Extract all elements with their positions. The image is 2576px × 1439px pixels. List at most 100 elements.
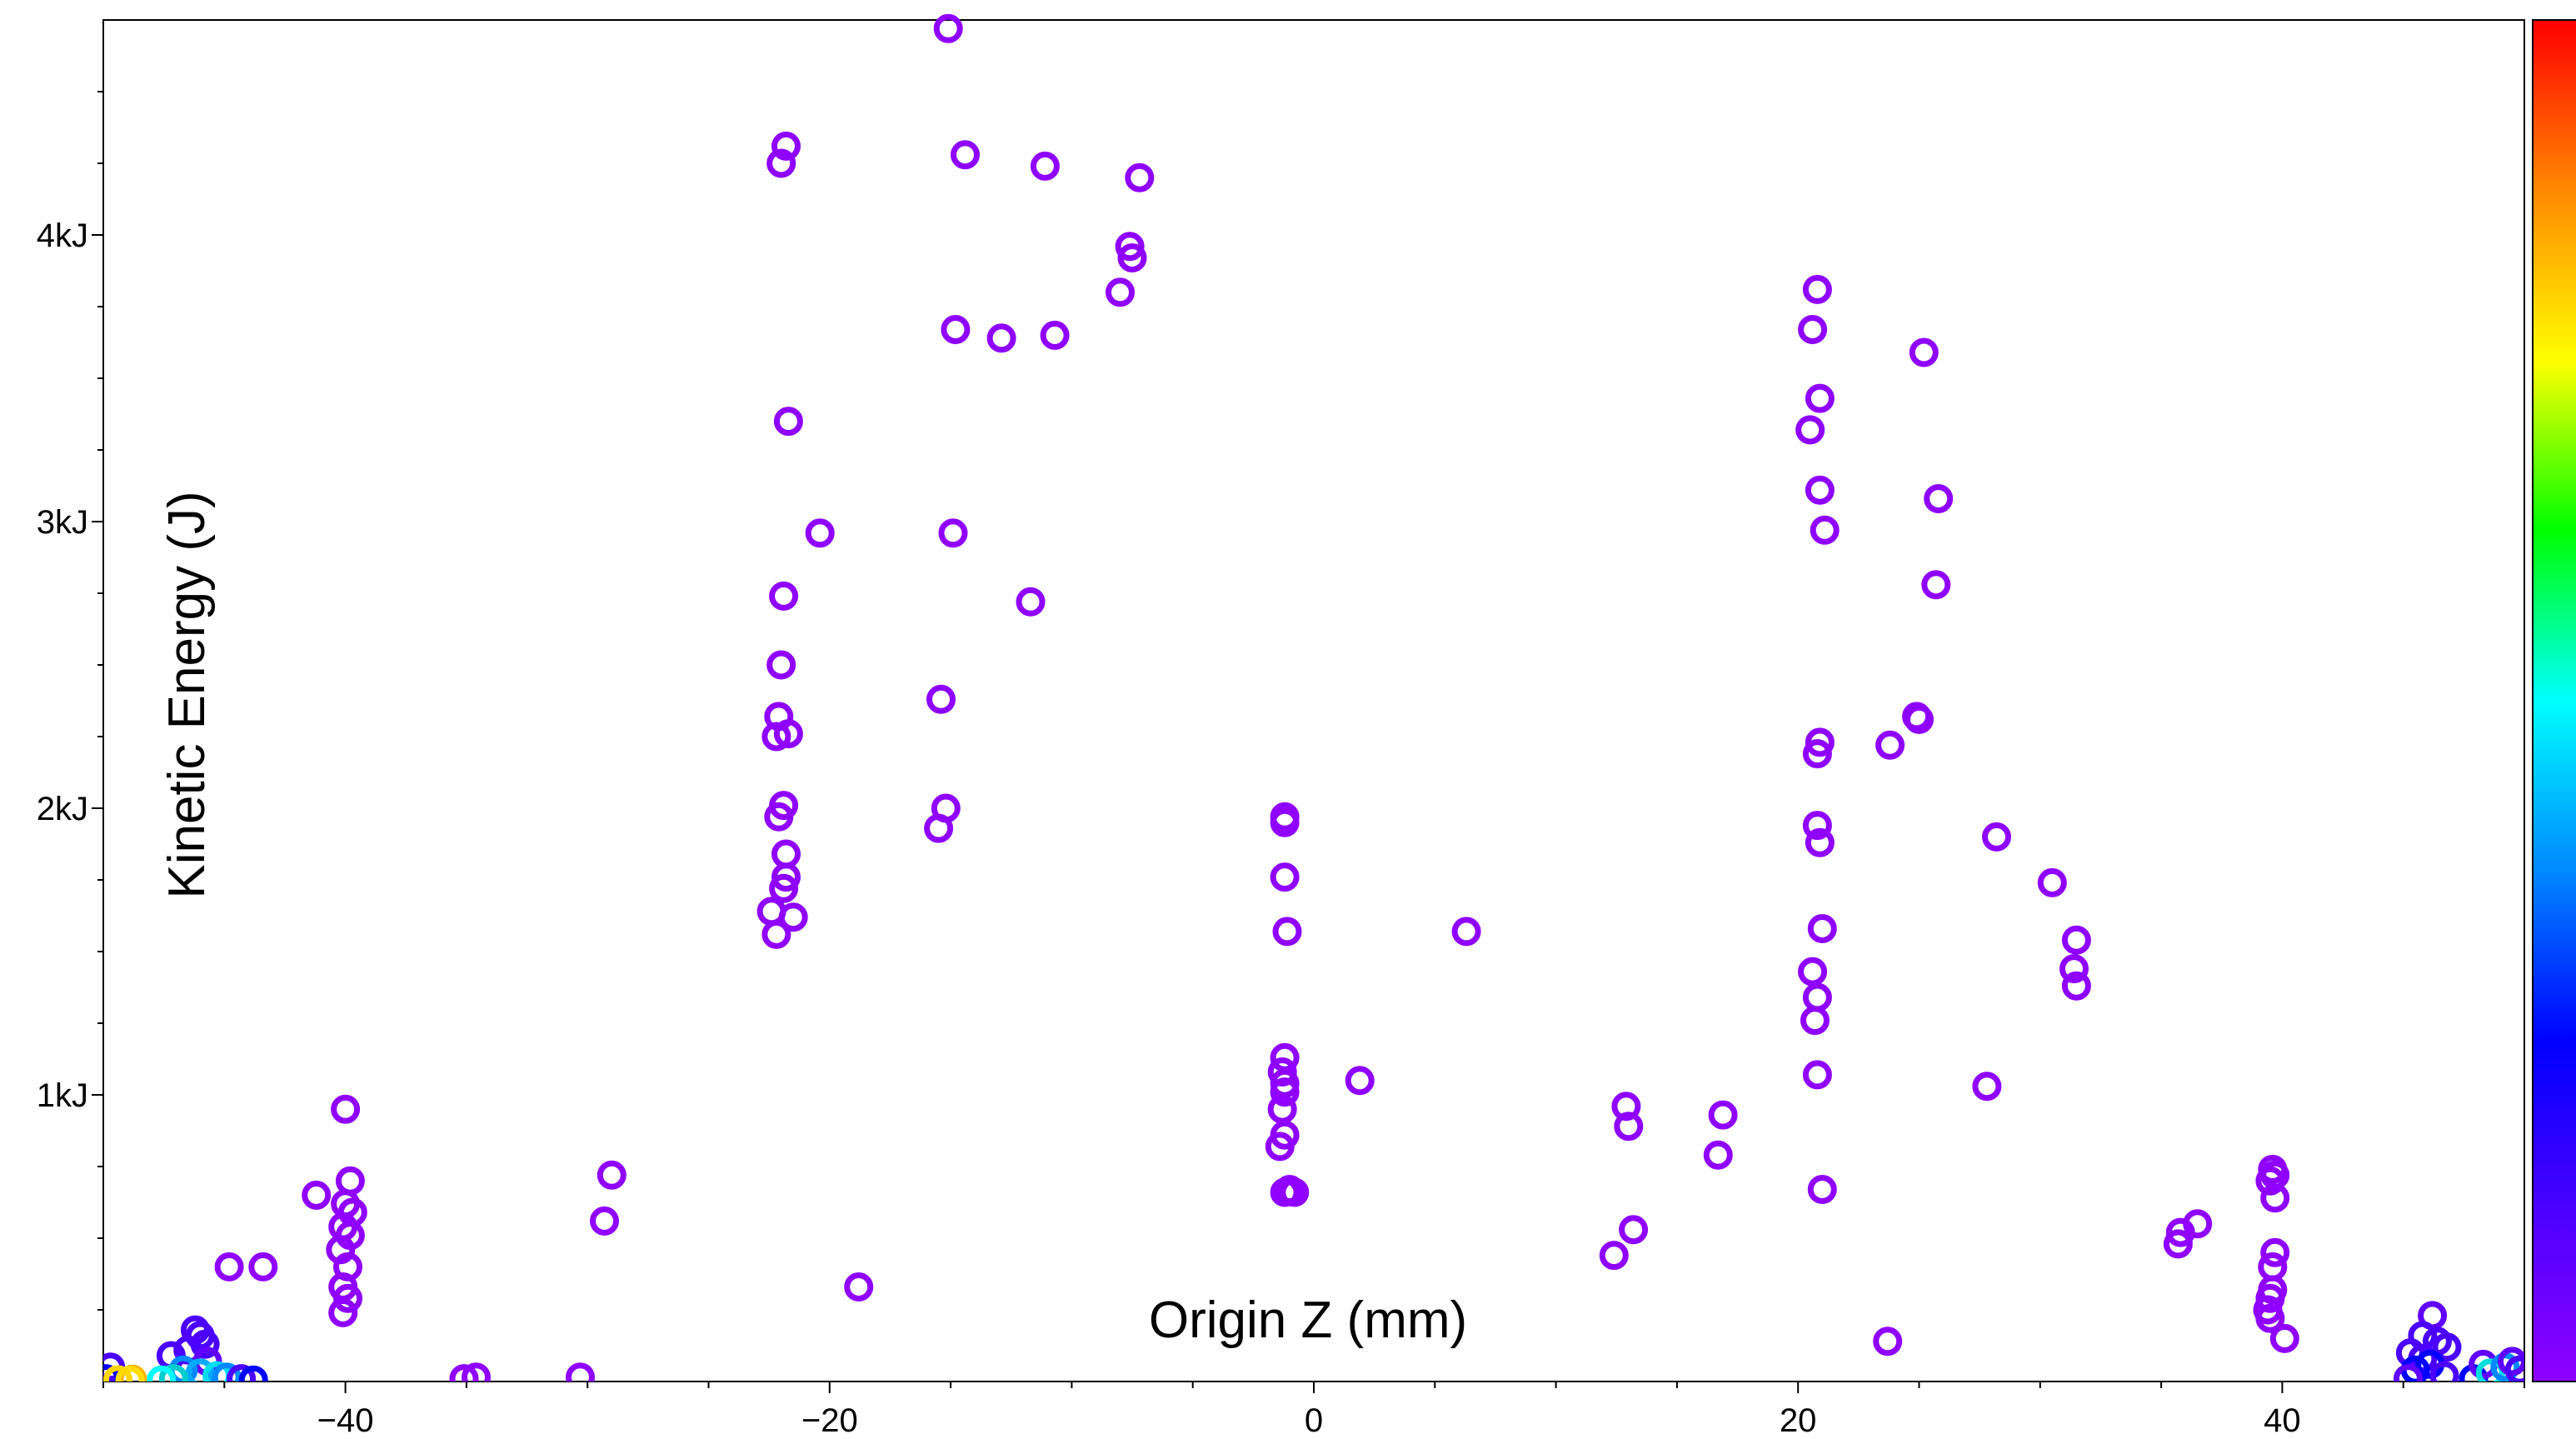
data-point bbox=[2260, 1183, 2290, 1213]
data-point bbox=[1924, 484, 1954, 513]
data-point bbox=[1345, 1066, 1375, 1096]
data-point bbox=[1805, 727, 1835, 757]
data-point bbox=[933, 13, 963, 43]
data-point bbox=[2037, 867, 2067, 897]
data-point bbox=[1795, 415, 1825, 445]
data-point bbox=[331, 1094, 361, 1124]
data-point bbox=[1982, 822, 2011, 852]
data-point bbox=[1106, 277, 1135, 307]
data-point bbox=[147, 1365, 177, 1382]
data-point bbox=[1619, 1215, 1649, 1245]
data-point bbox=[2163, 1229, 2193, 1259]
data-point bbox=[773, 719, 803, 749]
data-point bbox=[2255, 1166, 2285, 1196]
data-point bbox=[1270, 807, 1300, 837]
data-point bbox=[1921, 570, 1951, 600]
data-point bbox=[1800, 1006, 1830, 1036]
data-point bbox=[190, 1329, 220, 1359]
data-point bbox=[1270, 1077, 1300, 1107]
data-point bbox=[773, 407, 803, 437]
data-point bbox=[1611, 1092, 1641, 1122]
data-point bbox=[951, 140, 980, 170]
data-point bbox=[761, 722, 791, 752]
data-point bbox=[238, 1365, 268, 1382]
data-point bbox=[1270, 862, 1300, 892]
data-point bbox=[2269, 1323, 2299, 1353]
data-point bbox=[1117, 243, 1147, 272]
data-point bbox=[1798, 957, 1828, 987]
data-point bbox=[941, 315, 971, 344]
data-point bbox=[938, 518, 968, 548]
data-point bbox=[103, 1365, 132, 1382]
x-tick-label: 40 bbox=[2264, 1402, 2301, 1435]
data-point bbox=[2061, 925, 2091, 955]
data-point bbox=[158, 1364, 188, 1382]
data-point bbox=[1115, 232, 1145, 262]
data-point bbox=[2059, 954, 2089, 984]
data-point bbox=[1599, 1241, 1629, 1271]
data-point bbox=[1805, 475, 1835, 505]
data-point bbox=[1802, 1060, 1832, 1090]
data-point bbox=[1805, 383, 1835, 413]
data-point bbox=[926, 684, 956, 714]
y-tick-label: 4kJ bbox=[37, 217, 88, 254]
colorbar bbox=[2532, 19, 2576, 1382]
data-point bbox=[766, 650, 796, 680]
data-point bbox=[1272, 917, 1302, 947]
data-point bbox=[2255, 1303, 2285, 1333]
data-point bbox=[771, 862, 801, 892]
data-point bbox=[214, 1252, 244, 1282]
data-point bbox=[1614, 1112, 1644, 1142]
data-point bbox=[2061, 971, 2091, 1001]
data-point bbox=[1451, 917, 1481, 947]
data-point bbox=[844, 1272, 874, 1302]
data-point bbox=[2475, 1358, 2505, 1382]
plot-area bbox=[102, 19, 2525, 1382]
data-point bbox=[1802, 739, 1832, 769]
x-tick-label: −20 bbox=[801, 1402, 858, 1435]
data-point bbox=[761, 919, 791, 949]
data-point bbox=[1265, 1132, 1295, 1162]
data-point bbox=[1703, 1140, 1733, 1170]
data-point bbox=[1270, 1177, 1300, 1207]
data-point bbox=[986, 323, 1016, 353]
data-point bbox=[2260, 1237, 2290, 1267]
data-point bbox=[2394, 1364, 2423, 1382]
data-point bbox=[2255, 1283, 2285, 1313]
x-tick-label: 0 bbox=[1305, 1402, 1323, 1435]
data-point bbox=[764, 802, 794, 832]
data-point bbox=[115, 1366, 145, 1382]
y-tick-label: 2kJ bbox=[37, 791, 88, 827]
data-point bbox=[1807, 1175, 1837, 1204]
data-point bbox=[227, 1364, 257, 1382]
data-point bbox=[769, 873, 799, 903]
data-point bbox=[805, 518, 835, 548]
data-point bbox=[1016, 587, 1046, 617]
data-point bbox=[778, 902, 808, 932]
x-axis-label: Origin Z (mm) bbox=[1149, 1292, 1467, 1349]
y-tick-label: 3kJ bbox=[37, 504, 88, 541]
data-point bbox=[1280, 1177, 1310, 1207]
data-point bbox=[1267, 1057, 1297, 1087]
data-point bbox=[212, 1362, 242, 1382]
data-point bbox=[1810, 515, 1840, 545]
data-point bbox=[597, 1160, 627, 1190]
data-point bbox=[1125, 162, 1155, 192]
data-point bbox=[1805, 827, 1835, 857]
data-point bbox=[302, 1180, 332, 1210]
x-tick-label: 20 bbox=[1780, 1402, 1817, 1435]
data-point bbox=[328, 1297, 358, 1327]
data-point bbox=[766, 148, 796, 178]
data-point bbox=[1875, 730, 1905, 760]
data-point bbox=[1030, 151, 1060, 181]
data-point bbox=[1807, 914, 1837, 943]
x-tick-label: −40 bbox=[317, 1402, 374, 1435]
y-tick-label: 1kJ bbox=[37, 1077, 88, 1114]
y-axis-label: Kinetic Energy (J) bbox=[158, 491, 216, 898]
data-point bbox=[185, 1358, 215, 1382]
data-point bbox=[449, 1364, 479, 1382]
data-point bbox=[771, 131, 801, 161]
data-point bbox=[1972, 1072, 2002, 1102]
